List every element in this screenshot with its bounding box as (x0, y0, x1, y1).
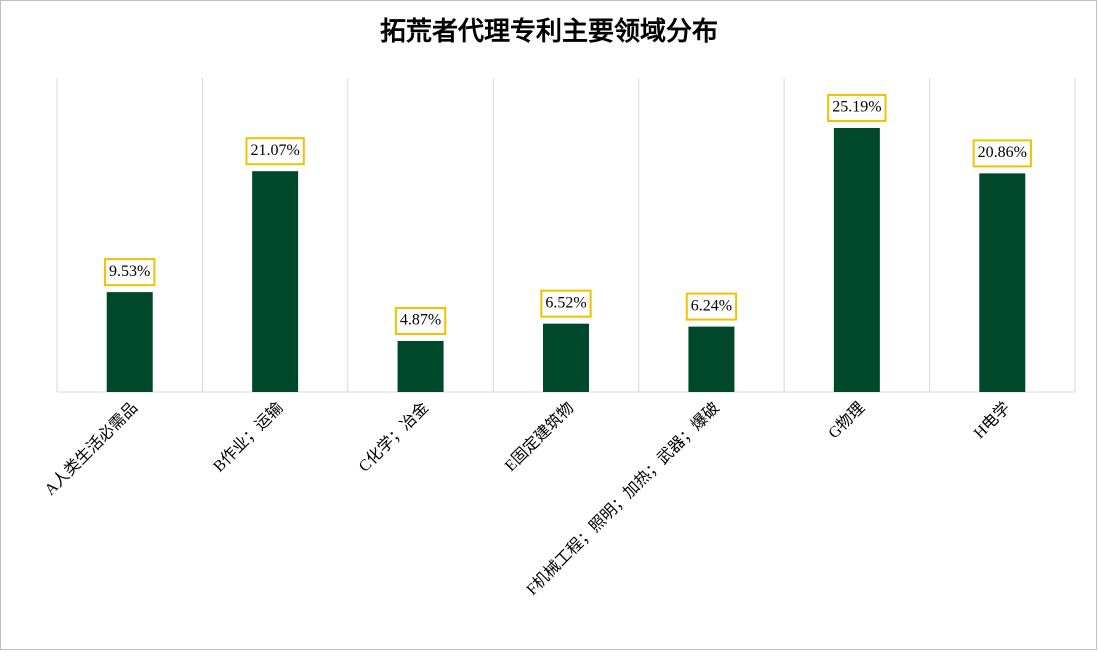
value-label-box (972, 139, 1032, 168)
value-label: 6.24% (691, 297, 732, 314)
value-label-box (245, 137, 305, 166)
value-label-box (394, 306, 447, 335)
value-label-box (540, 289, 592, 318)
value-label: 9.53% (109, 263, 150, 280)
bar (397, 340, 444, 392)
bar (979, 173, 1026, 392)
value-label: 21.07% (250, 142, 299, 159)
value-label: 4.87% (400, 312, 441, 329)
value-label-box (104, 258, 156, 287)
value-label: 20.86% (978, 144, 1027, 161)
bar (833, 128, 880, 392)
bar (106, 292, 153, 392)
value-label: 6.52% (545, 294, 586, 311)
chart-title: 拓荒者代理专利主要领域分布 (380, 16, 718, 46)
bar (252, 171, 299, 392)
bar (543, 323, 589, 392)
bar (688, 326, 735, 392)
value-label: 25.19% (832, 99, 881, 116)
value-label-box (827, 94, 887, 122)
value-label-box (685, 292, 738, 321)
